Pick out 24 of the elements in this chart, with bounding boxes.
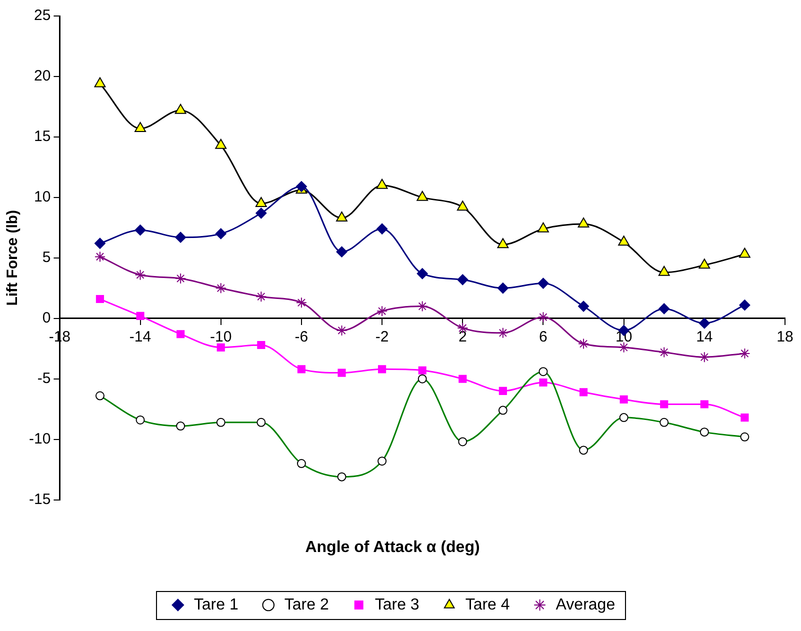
legend-label: Tare 2 bbox=[284, 596, 329, 614]
y-axis-title: Lift Force (lb) bbox=[4, 210, 22, 306]
y-tick-label: 10 bbox=[34, 188, 51, 206]
y-tick-label: -5 bbox=[37, 370, 51, 387]
legend-label: Tare 1 bbox=[194, 596, 238, 614]
x-tick-label: -14 bbox=[129, 328, 152, 346]
x-tick-label: -2 bbox=[375, 328, 389, 346]
y-tick-label: -15 bbox=[28, 490, 51, 508]
y-tick-label: -10 bbox=[28, 430, 51, 448]
x-tick-label: -6 bbox=[294, 328, 308, 346]
x-tick-label: 18 bbox=[776, 328, 794, 346]
y-tick-label: 0 bbox=[42, 310, 51, 327]
y-tick-label: 25 bbox=[34, 7, 51, 24]
x-axis-title: Angle of Attack α (deg) bbox=[305, 539, 480, 556]
x-tick-label: 14 bbox=[696, 328, 713, 346]
y-tick-label: 5 bbox=[42, 249, 51, 266]
legend-label: Tare 4 bbox=[465, 596, 510, 614]
legend-label: Average bbox=[556, 596, 616, 614]
x-tick-label: 6 bbox=[539, 328, 548, 346]
x-tick-label: 2 bbox=[458, 328, 467, 346]
legend-label: Tare 3 bbox=[374, 596, 420, 614]
x-tick-label: -10 bbox=[210, 328, 232, 346]
y-tick-label: 15 bbox=[34, 128, 51, 146]
y-tick-label: 20 bbox=[34, 68, 51, 85]
